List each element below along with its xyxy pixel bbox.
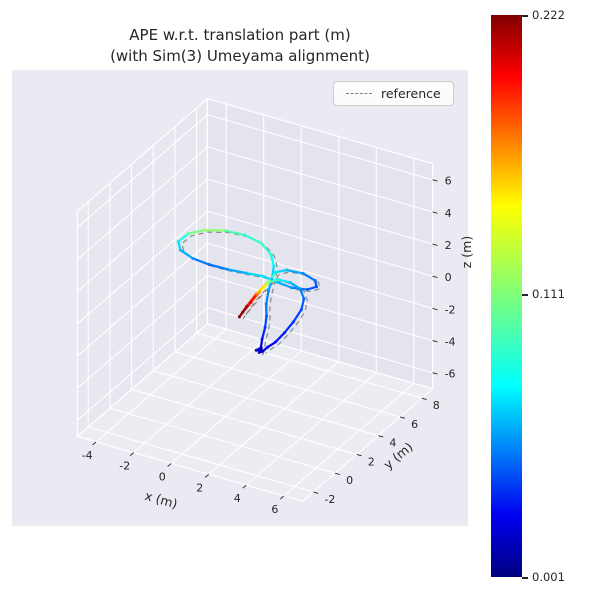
- reference-dashed-line-sample: [346, 93, 372, 94]
- colorbar-tick-min: [522, 577, 528, 579]
- y-tick-label: 6: [411, 418, 418, 431]
- legend: reference: [333, 81, 454, 106]
- colorbar-label-max: 0.222: [532, 8, 565, 22]
- x-tick-label: 6: [271, 503, 278, 516]
- y-tick-label: 0: [346, 474, 353, 487]
- plot-title-line1: APE w.r.t. translation part (m): [129, 26, 351, 44]
- z-tick-label: -2: [445, 303, 456, 316]
- legend-label-reference: reference: [381, 86, 441, 101]
- x-tick-label: -2: [119, 460, 130, 473]
- x-tick-label: 2: [196, 481, 203, 494]
- y-tick-label: 4: [389, 437, 396, 450]
- colorbar-label-min: 0.001: [532, 570, 565, 584]
- tick-marks: [92, 179, 438, 500]
- trajectory-path: [176, 228, 318, 354]
- z-tick-label: -4: [445, 336, 456, 349]
- z-tick-label: 4: [445, 207, 452, 220]
- x-tick-label: -4: [82, 449, 93, 462]
- z-tick-label: -6: [445, 368, 456, 381]
- plot-title: APE w.r.t. translation part (m) (with Si…: [0, 25, 480, 67]
- x-tick-label: 0: [159, 470, 166, 483]
- plot-title-line2: (with Sim(3) Umeyama alignment): [110, 47, 370, 65]
- tick-labels: -4 -2 0 2 4 6 -2 0 2 4 6 8 -6 -4 -2 0 2 4 6: [82, 175, 456, 516]
- z-tick-label: 6: [445, 175, 452, 188]
- z-axis-label: z (m): [459, 236, 474, 268]
- x-tick-label: 4: [234, 492, 241, 505]
- y-tick-label: -2: [324, 493, 335, 506]
- colorbar-tick-max: [522, 15, 528, 17]
- colorbar-label-mid: 0.111: [532, 287, 565, 301]
- y-tick-label: 2: [368, 455, 375, 468]
- colorbar: 0.222 0.111 0.001: [491, 8, 565, 584]
- y-tick-label: 8: [433, 399, 440, 412]
- colorbar-gradient: [491, 15, 522, 577]
- z-tick-label: 2: [445, 239, 452, 252]
- z-tick-label: 0: [445, 271, 452, 284]
- colorbar-tick-mid: [522, 294, 528, 296]
- grid-lines: [77, 104, 433, 497]
